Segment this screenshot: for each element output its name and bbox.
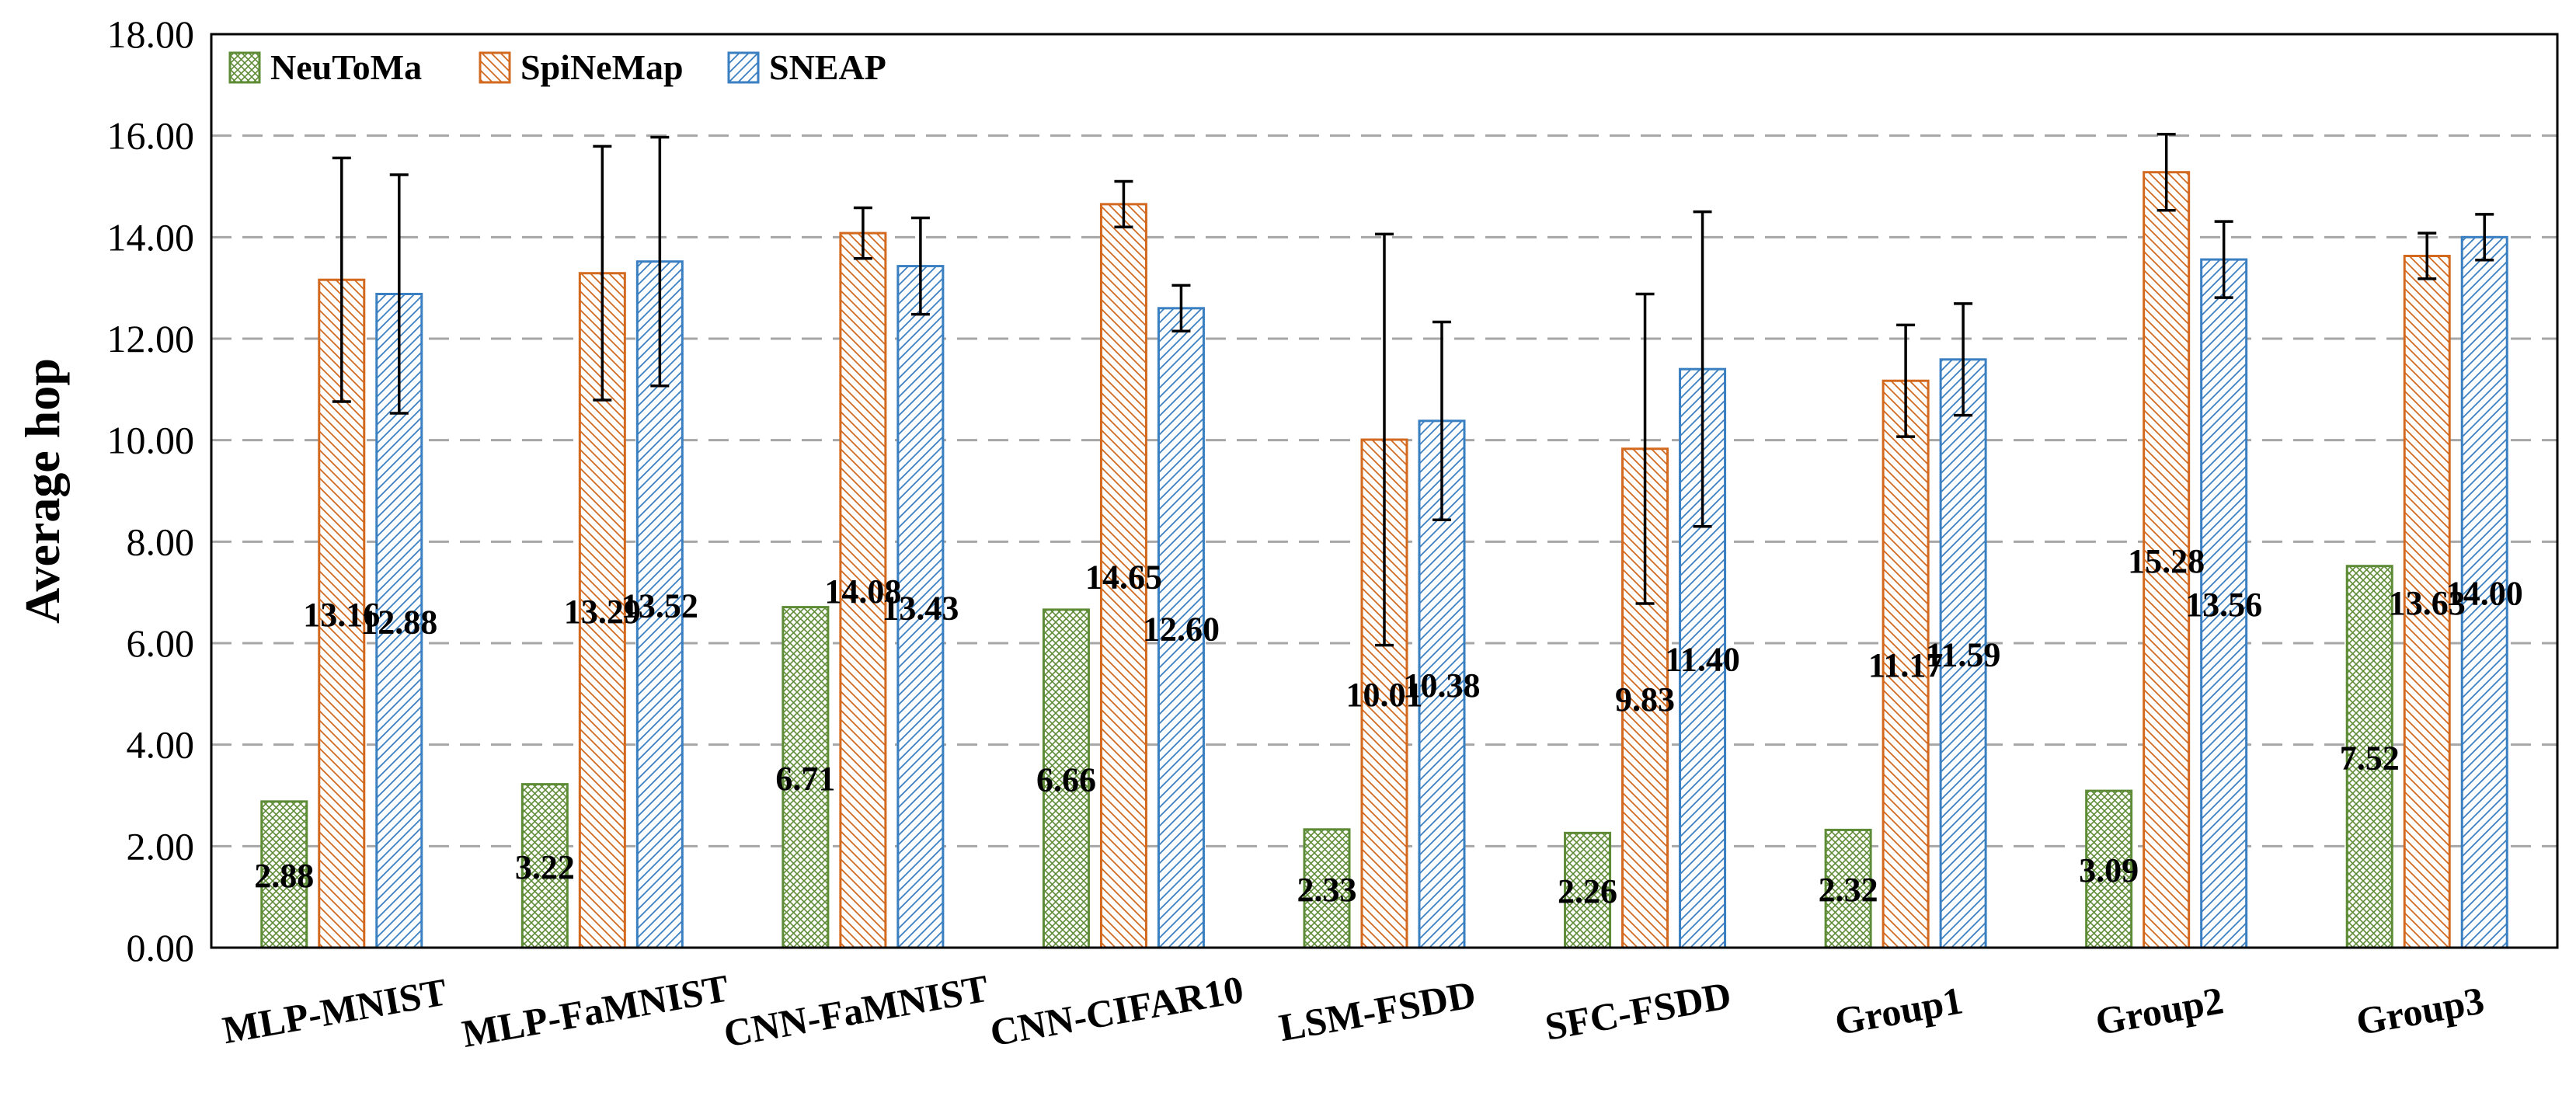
y-tick-label: 6.00 [127,621,195,665]
legend-swatch-spinemap [479,51,511,84]
data-label-spinemap-0: 13.16 [303,596,380,634]
data-label-spinemap-7: 15.28 [2128,542,2205,580]
y-tick-label: 0.00 [127,926,195,969]
data-label-sneap-4: 10.38 [1404,666,1481,705]
x-category-label: Group1 [1832,978,1966,1043]
bar-sneap-2 [896,265,945,949]
x-category-label: MLP-FaMNIST [459,966,733,1056]
bar-spinemap-2 [839,231,887,949]
legend-swatch-sneap [727,51,760,84]
x-category-label: CNN-FaMNIST [720,966,991,1056]
data-label-neutoma-0: 2.88 [254,857,314,895]
y-tick-label: 18.00 [107,12,195,56]
data-label-spinemap-8: 13.63 [2389,584,2466,622]
bar-sneap-3 [1157,307,1205,949]
data-label-sneap-1: 13.52 [621,586,698,625]
y-tick-label: 2.00 [127,824,195,868]
data-label-sneap-8: 14.00 [2446,575,2523,613]
data-label-neutoma-4: 2.33 [1297,871,1357,909]
x-category-label: CNN-CIFAR10 [987,967,1246,1054]
data-label-neutoma-2: 6.71 [775,760,835,798]
data-label-spinemap-1: 13.29 [564,593,641,631]
data-label-neutoma-1: 3.22 [515,848,575,886]
bar-neutoma-1 [520,783,569,949]
x-category-label: Group2 [2092,978,2226,1043]
bar-neutoma-6 [1824,828,1872,949]
data-label-sneap-3: 12.60 [1143,610,1220,648]
bar-neutoma-2 [782,606,830,949]
legend-label-spinemap: SpiNeMap [520,47,684,87]
data-label-sneap-7: 13.56 [2185,586,2262,624]
data-label-neutoma-5: 2.26 [1558,872,1617,910]
y-tick-label: 14.00 [107,215,195,259]
legend-label-neutoma: NeuToMa [270,47,422,87]
data-label-neutoma-3: 6.66 [1036,760,1096,799]
y-tick-label: 8.00 [127,520,195,563]
data-label-neutoma-6: 2.32 [1819,871,1878,909]
data-label-spinemap-6: 11.17 [1868,646,1944,684]
data-label-sneap-2: 13.43 [882,589,959,627]
plot-frame [210,33,2559,949]
data-label-spinemap-4: 10.01 [1346,676,1423,714]
y-axis-title: Average hop [15,358,70,624]
data-label-spinemap-5: 9.83 [1615,680,1675,719]
error-bars [332,132,2494,647]
bar-neutoma-0 [260,800,308,949]
data-label-neutoma-7: 3.09 [2079,851,2139,889]
y-tick-label: 12.00 [107,317,195,360]
bar-sneap-7 [2200,258,2248,949]
legend: NeuToMa SpiNeMap SNEAP [228,47,886,87]
bar-neutoma-4 [1303,828,1351,949]
bar-neutoma-5 [1564,831,1612,949]
data-label-spinemap-3: 14.65 [1085,558,1162,596]
y-tick-label: 4.00 [127,723,195,767]
data-label-sneap-0: 12.88 [360,603,437,641]
bar-spinemap-3 [1099,203,1147,949]
legend-label-sneap: SNEAP [769,47,886,87]
x-category-label: Group3 [2353,978,2487,1043]
legend-swatch-neutoma [228,51,261,84]
data-label-neutoma-8: 7.52 [2340,739,2400,777]
data-label-sneap-6: 11.59 [1926,635,2001,673]
x-category-label: SFC-FSDD [1542,973,1735,1049]
y-tick-label: 10.00 [107,419,195,462]
data-labels: 2.8813.1612.883.2213.2913.526.7114.0813.… [254,542,2522,910]
data-label-sneap-5: 11.40 [1665,641,1740,679]
data-label-spinemap-2: 14.08 [824,572,901,611]
x-category-label: LSM-FSDD [1276,972,1478,1049]
x-category-label: MLP-MNIST [219,969,450,1052]
y-tick-label: 16.00 [107,114,195,158]
